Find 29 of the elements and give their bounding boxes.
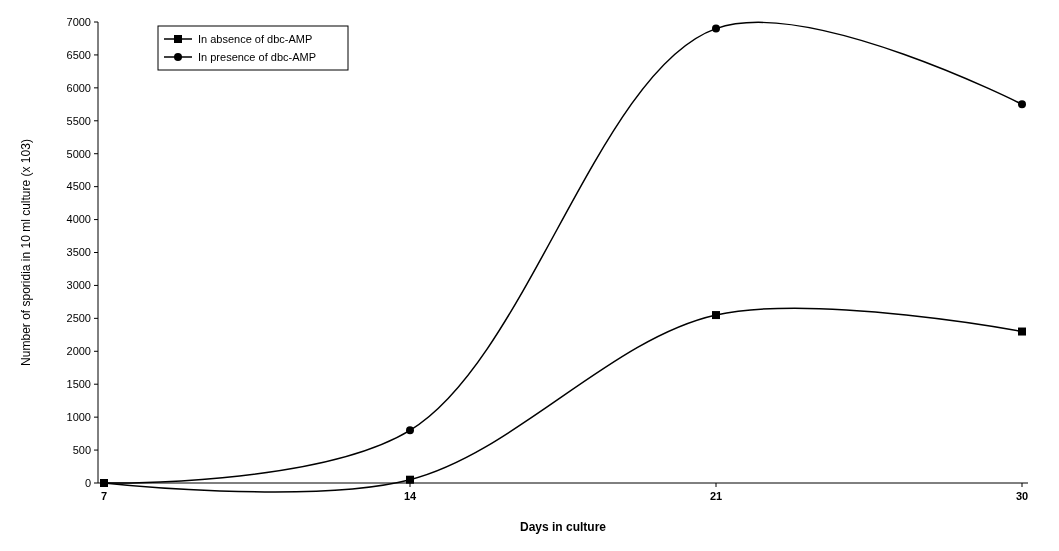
x-tick-label: 21 [709,490,723,502]
y-tick-label: 2000 [66,345,91,358]
legend-label: In absence of dbc-AMP [198,32,313,45]
y-tick-label: 3500 [66,246,91,259]
x-tick-label: 14 [403,490,417,502]
y-tick-label: 2500 [66,312,91,325]
y-axis-title: Number of sporidia in 10 ml culture (x 103) [19,139,33,366]
x-tick-label: 30 [1015,490,1029,502]
y-tick-label: 4000 [66,213,91,226]
legend-label: In presence of dbc-AMP [198,50,317,63]
point [406,426,414,435]
y-tick-label: 1000 [66,410,91,423]
y-tick-label: 500 [72,443,91,456]
y-tick-label: 6000 [66,81,91,94]
point [712,24,720,33]
y-tick-label: 5500 [66,114,91,127]
point [1018,327,1026,336]
y-tick-label: 6500 [66,48,91,61]
x-tick-label: 7 [100,490,108,502]
y-tick-label: 4500 [66,180,91,193]
x-axis-title: Days in culture [519,520,607,534]
point [712,311,720,320]
y-tick-label: 7000 [66,15,91,28]
point [1018,100,1026,109]
point [406,475,414,484]
y-tick-label: 0 [84,476,91,489]
y-tick-label: 1500 [66,378,91,391]
y-tick-label: 5000 [66,147,91,160]
y-tick-label: 3000 [66,279,91,292]
